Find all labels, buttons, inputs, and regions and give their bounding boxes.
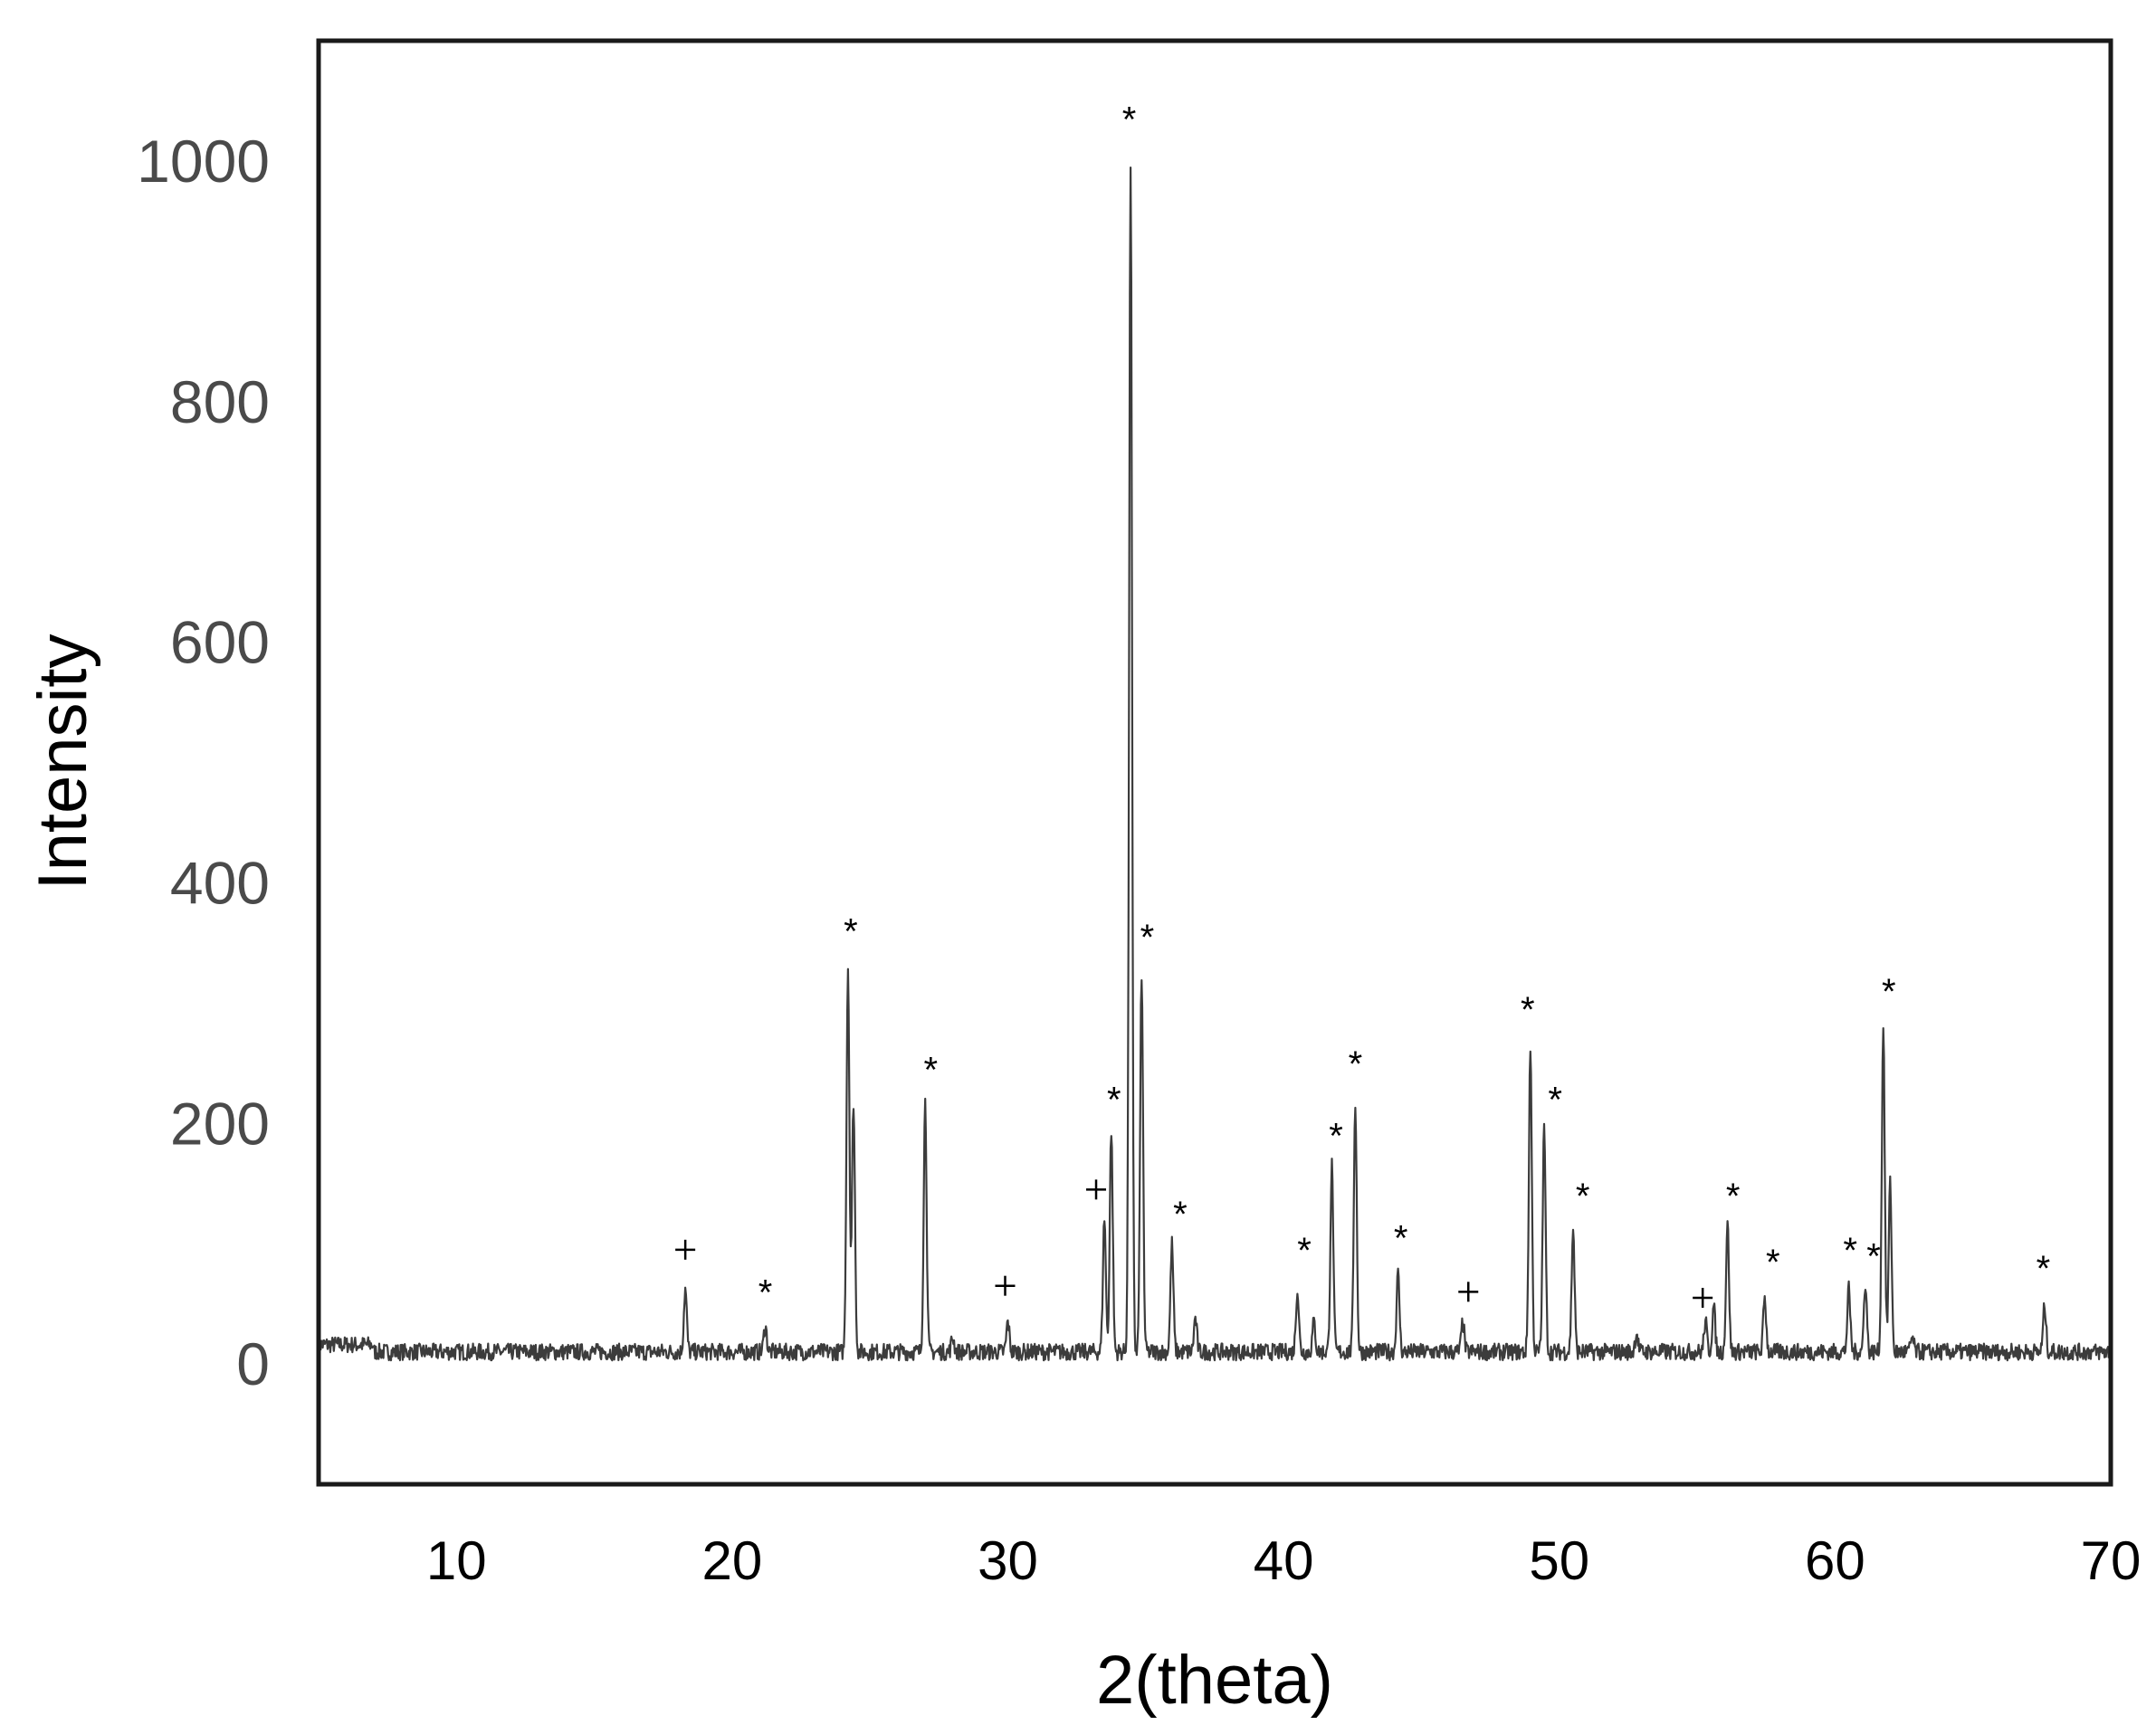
asterisk-marker: * bbox=[1122, 100, 1137, 139]
asterisk-marker: * bbox=[1349, 1044, 1363, 1084]
y-tick-label: 0 bbox=[236, 1330, 270, 1397]
y-tick-label: 400 bbox=[170, 849, 270, 916]
plot-frame bbox=[316, 38, 2113, 1487]
asterisk-marker: * bbox=[1297, 1231, 1312, 1271]
x-axis-title: 2(theta) bbox=[1096, 1642, 1333, 1719]
y-axis-title: Intensity bbox=[24, 634, 101, 890]
y-tick-label: 200 bbox=[170, 1090, 270, 1157]
asterisk-marker: * bbox=[1329, 1117, 1343, 1157]
x-tick-label: 30 bbox=[978, 1530, 1038, 1591]
plus-marker bbox=[1086, 1179, 1107, 1200]
y-tick-labels: 0 200 400 600 800 1000 bbox=[137, 128, 270, 1397]
asterisk-marker: * bbox=[1866, 1236, 1881, 1276]
asterisk-marker: * bbox=[1521, 990, 1535, 1030]
x-tick-label: 20 bbox=[702, 1530, 763, 1591]
asterisk-marker: * bbox=[1394, 1219, 1408, 1259]
asterisk-marker: * bbox=[1843, 1231, 1857, 1271]
annotation-layer: ************** ** * *** bbox=[675, 100, 2050, 1312]
asterisk-marker: * bbox=[1173, 1195, 1188, 1234]
asterisk-marker: * bbox=[1140, 918, 1155, 958]
plus-marker bbox=[675, 1239, 696, 1260]
x-tick-label: 60 bbox=[1805, 1530, 1865, 1591]
asterisk-marker: * bbox=[2037, 1249, 2051, 1289]
xrd-series-line bbox=[317, 167, 2112, 1362]
x-tick-labels: 10 20 30 40 50 60 70 bbox=[426, 1530, 2141, 1591]
plus-marker bbox=[1693, 1287, 1713, 1308]
y-tick-label: 600 bbox=[170, 609, 270, 676]
plus-marker bbox=[995, 1275, 1016, 1296]
x-tick-label: 10 bbox=[426, 1530, 487, 1591]
asterisk-marker: * bbox=[844, 912, 858, 952]
asterisk-marker: * bbox=[1882, 972, 1896, 1012]
asterisk-marker: * bbox=[758, 1272, 773, 1312]
x-tick-label: 50 bbox=[1529, 1530, 1589, 1591]
asterisk-marker: * bbox=[923, 1050, 938, 1090]
plot-layer bbox=[317, 167, 2112, 1362]
asterisk-marker: * bbox=[1766, 1243, 1780, 1282]
x-tick-label: 40 bbox=[1254, 1530, 1314, 1591]
x-tick-label: 70 bbox=[2081, 1530, 2142, 1591]
asterisk-marker: * bbox=[1576, 1177, 1590, 1216]
asterisk-marker: * bbox=[1107, 1081, 1121, 1120]
asterisk-marker: * bbox=[1726, 1177, 1741, 1216]
plus-marker bbox=[1458, 1282, 1479, 1302]
y-tick-label: 800 bbox=[170, 368, 270, 435]
y-tick-label: 1000 bbox=[137, 128, 270, 195]
asterisk-marker: * bbox=[1548, 1081, 1562, 1120]
